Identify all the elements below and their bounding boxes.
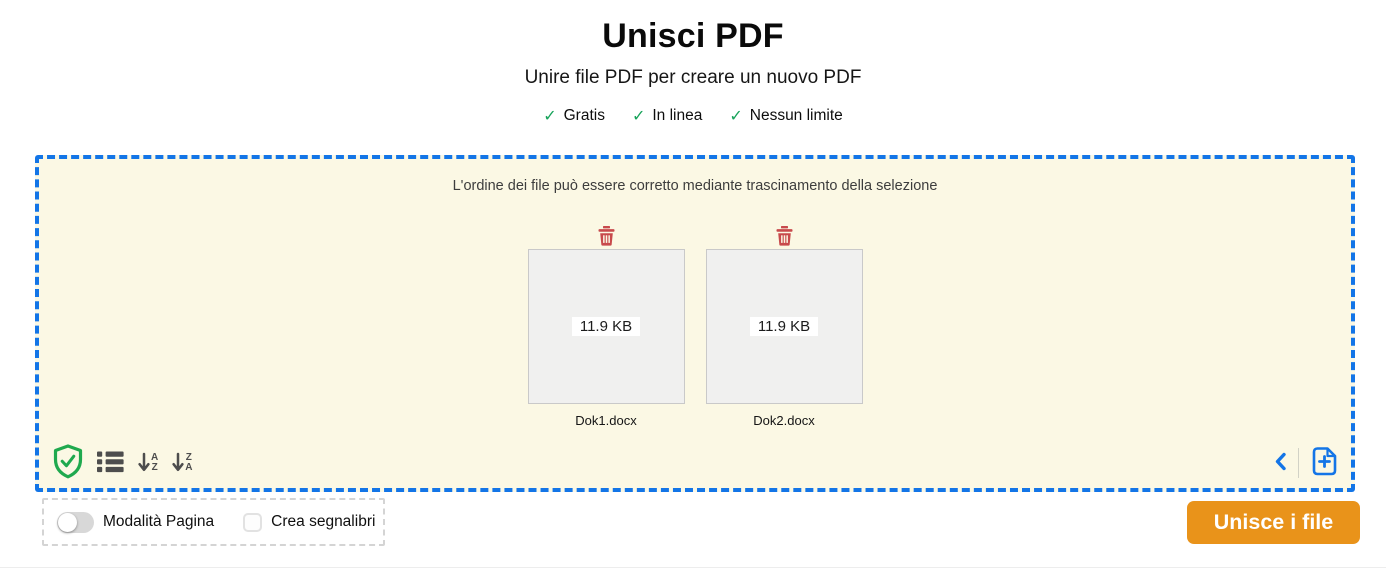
sort-letter: A: [185, 461, 193, 473]
file-preview-card[interactable]: 11.9 KB: [705, 249, 863, 404]
delete-file-button[interactable]: [776, 226, 793, 246]
toolbar-divider: [1298, 448, 1299, 478]
feature-no-limit: ✓ Nessun limite: [729, 106, 842, 126]
sort-az-icon: A Z: [138, 452, 158, 475]
sort-letter: Z: [185, 451, 192, 463]
page-mode-label: Modalità Pagina: [103, 513, 215, 530]
list-icon: [97, 451, 124, 476]
shield-check-icon: [53, 444, 83, 482]
options-box: Modalità Pagina Crea segnalibri: [42, 498, 385, 546]
file-item[interactable]: 11.9 KB Dok1.docx: [527, 226, 685, 428]
create-bookmarks-label: Crea segnalibri: [271, 513, 376, 530]
file-size-badge: 11.9 KB: [571, 317, 641, 336]
sort-letter: Z: [151, 461, 158, 473]
file-list-button[interactable]: [97, 451, 124, 476]
add-file-icon: [1310, 446, 1339, 480]
feature-list: ✓ Gratis ✓ In linea ✓ Nessun limite: [0, 106, 1386, 126]
file-item[interactable]: 11.9 KB Dok2.docx: [705, 226, 863, 428]
page-title: Unisci PDF: [602, 17, 784, 55]
dropzone-toolbar-left: A Z Z A: [53, 444, 192, 482]
feature-label: Nessun limite: [749, 107, 843, 124]
file-card-list: 11.9 KB Dok1.docx: [39, 226, 1351, 428]
page-subtitle: Unire file PDF per creare un nuovo PDF: [524, 67, 862, 88]
check-icon: ✓: [729, 108, 743, 125]
reorder-hint: L'ordine dei file può essere corretto me…: [452, 178, 938, 194]
file-size-badge: 11.9 KB: [749, 317, 819, 336]
check-icon: ✓: [631, 108, 646, 125]
feature-label: Gratis: [563, 107, 605, 124]
file-name: Dok2.docx: [753, 413, 815, 428]
add-file-button[interactable]: [1310, 446, 1339, 480]
file-preview-card[interactable]: 11.9 KB: [527, 249, 685, 404]
merge-files-button[interactable]: Unisce i file: [1187, 501, 1360, 544]
file-dropzone[interactable]: L'ordine dei file può essere corretto me…: [35, 155, 1355, 492]
file-name: Dok1.docx: [575, 413, 637, 428]
page-header: Unisci PDF Unire file PDF per creare un …: [0, 0, 1386, 126]
sort-az-button[interactable]: A Z: [138, 452, 158, 475]
toggle-knob: [58, 512, 77, 532]
create-bookmarks-checkbox[interactable]: [243, 512, 263, 532]
feature-online: ✓ In linea: [632, 106, 702, 126]
delete-file-button[interactable]: [598, 226, 615, 246]
page-mode-toggle[interactable]: [57, 511, 94, 533]
trash-icon: [776, 226, 793, 249]
sort-za-button[interactable]: Z A: [172, 452, 192, 475]
chevron-left-icon: [1274, 452, 1287, 474]
trash-icon: [598, 226, 615, 249]
feature-label: In linea: [652, 107, 703, 124]
protection-button[interactable]: [53, 444, 83, 482]
collapse-button[interactable]: [1274, 452, 1287, 474]
sort-za-icon: Z A: [172, 452, 192, 475]
dropzone-toolbar-right: [1274, 446, 1339, 480]
sort-letter: A: [151, 451, 159, 463]
feature-free: ✓ Gratis: [543, 106, 605, 126]
check-icon: ✓: [543, 108, 557, 125]
